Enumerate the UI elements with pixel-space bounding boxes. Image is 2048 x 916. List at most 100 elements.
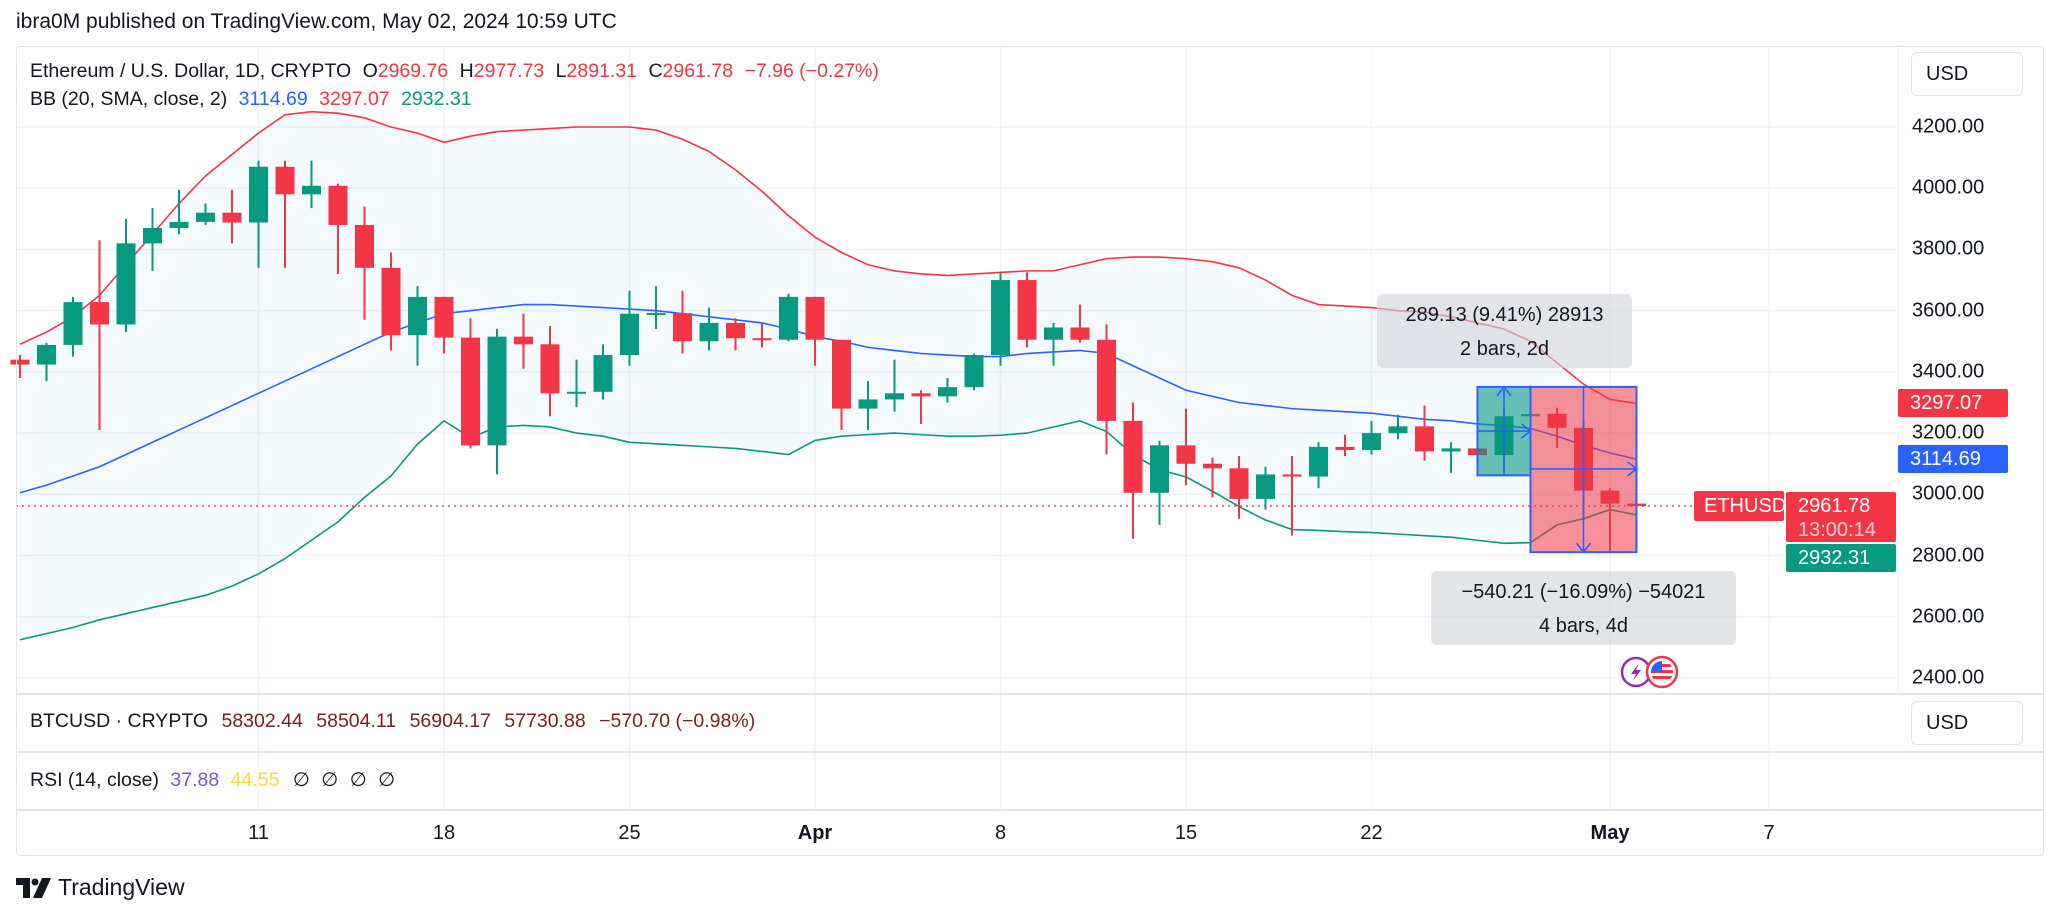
- candle: [752, 322, 772, 348]
- candle: [620, 290, 639, 366]
- bollinger-lower-line: [19, 419, 1637, 641]
- candle: [726, 318, 745, 351]
- candle-body: [1203, 463, 1222, 469]
- price-tick-label: 3600.00: [1912, 299, 1985, 322]
- bb-legend[interactable]: BB (20, SMA, close, 2) 3114.69 3297.07 2…: [30, 88, 478, 111]
- candle: [1335, 434, 1355, 457]
- candle: [196, 203, 215, 225]
- bb-upper-value: 3297.07: [319, 88, 390, 110]
- bb-label[interactable]: BB (20, SMA, close, 2): [30, 88, 228, 110]
- rsi-na: ∅: [321, 769, 339, 791]
- candle-body: [540, 344, 560, 394]
- tradingview-logo[interactable]: TradingView: [16, 874, 185, 901]
- btc-currency-button[interactable]: USD: [1911, 701, 2023, 745]
- arrow-head-icon: [1496, 385, 1512, 397]
- candle-body: [302, 185, 321, 195]
- price-tick-label: 2800.00: [1912, 544, 1985, 567]
- btc-close: 57730.88: [504, 710, 586, 732]
- candle: [143, 208, 162, 271]
- low-label: L: [555, 60, 567, 82]
- candle-body: [1309, 446, 1328, 477]
- candle-body: [832, 339, 851, 409]
- candle: [461, 318, 480, 449]
- candle: [1309, 442, 1328, 489]
- candle: [540, 325, 560, 417]
- candle: [1415, 405, 1434, 461]
- bb-lower-value: 2932.31: [401, 88, 472, 110]
- candle-body: [1388, 426, 1408, 434]
- candle-body: [567, 391, 586, 394]
- candle-body: [381, 267, 401, 336]
- measure-change: 289.13 (9.41%) 28913: [1405, 304, 1604, 326]
- candle-body: [646, 313, 666, 316]
- candle: [1176, 408, 1196, 486]
- candle: [567, 359, 586, 408]
- candle: [1388, 414, 1408, 440]
- candle: [434, 296, 454, 354]
- candle: [911, 390, 931, 424]
- candle: [302, 160, 321, 209]
- symbol-legend[interactable]: Ethereum / U.S. Dollar, 1D, CRYPTO O2969…: [30, 60, 885, 83]
- candle: [275, 160, 295, 268]
- candle: [832, 339, 851, 431]
- currency-button[interactable]: USD: [1911, 52, 2023, 96]
- candle: [699, 307, 719, 351]
- candle-body: [169, 221, 189, 229]
- rsi-label[interactable]: RSI (14, close): [30, 769, 159, 791]
- time-tick-label: Apr: [797, 822, 833, 844]
- measure-tools[interactable]: [1476, 385, 1638, 554]
- last-price-label: 2961.78 13:00:14: [1786, 492, 1896, 543]
- candle-body: [938, 387, 957, 397]
- candle-body: [779, 296, 798, 340]
- candle: [408, 286, 427, 366]
- high-value: 2977.73: [473, 60, 545, 82]
- candle-body: [1123, 420, 1143, 493]
- candle: [487, 329, 507, 475]
- price-tick-label: 3800.00: [1912, 237, 1985, 260]
- open-value: 2969.76: [377, 60, 449, 82]
- rsi-ma-value: 44.55: [230, 769, 280, 791]
- candle-body: [673, 313, 692, 342]
- btc-change: −570.70 (−0.98%): [599, 710, 756, 732]
- candle-body: [355, 224, 374, 268]
- candle-body: [222, 212, 242, 223]
- price-tick-label: 4000.00: [1912, 176, 1985, 199]
- candle-body: [911, 393, 931, 397]
- rsi-na: ∅: [378, 769, 396, 791]
- candle: [805, 296, 825, 366]
- symbol-title[interactable]: Ethereum / U.S. Dollar, 1D, CRYPTO: [30, 60, 352, 82]
- candle-body: [1044, 327, 1063, 340]
- candle-body: [885, 393, 904, 400]
- high-label: H: [459, 60, 474, 82]
- bollinger-band-fill: [20, 111, 1637, 640]
- candle: [1070, 304, 1090, 343]
- measure-tooltip-down: −540.21 (−16.09%) −54021 4 bars, 4d: [1431, 571, 1736, 645]
- candle-body: [1176, 445, 1196, 464]
- candle: [1097, 324, 1116, 455]
- candle: [991, 272, 1010, 366]
- rsi-legend[interactable]: RSI (14, close) 37.88 44.55 ∅ ∅ ∅ ∅: [30, 768, 395, 792]
- measure-bars: 4 bars, 4d: [1539, 615, 1628, 637]
- candle: [169, 189, 189, 235]
- candle-body: [991, 280, 1010, 356]
- candle-body: [461, 337, 480, 446]
- candle: [593, 344, 613, 400]
- btc-symbol[interactable]: BTCUSD · CRYPTO: [30, 710, 209, 732]
- candle: [885, 359, 904, 412]
- close-label: C: [648, 60, 663, 82]
- us-flag-icon[interactable]: [1645, 655, 1679, 689]
- candle-body: [63, 302, 83, 345]
- measure-tooltip-up: 289.13 (9.41%) 28913 2 bars, 2d: [1377, 294, 1632, 368]
- rsi-na: ∅: [292, 769, 310, 791]
- candle-body: [514, 336, 533, 345]
- close-value: 2961.78: [662, 60, 734, 82]
- btc-compare-legend[interactable]: BTCUSD · CRYPTO 58302.44 58504.11 56904.…: [30, 710, 755, 733]
- candle-body: [434, 296, 454, 338]
- candle-body: [90, 302, 109, 325]
- time-tick-label: 22: [1360, 822, 1383, 844]
- candle-body: [196, 212, 215, 222]
- measure-change: −540.21 (−16.09%) −54021: [1461, 581, 1706, 603]
- candle-body: [10, 359, 30, 365]
- candle: [1123, 402, 1143, 539]
